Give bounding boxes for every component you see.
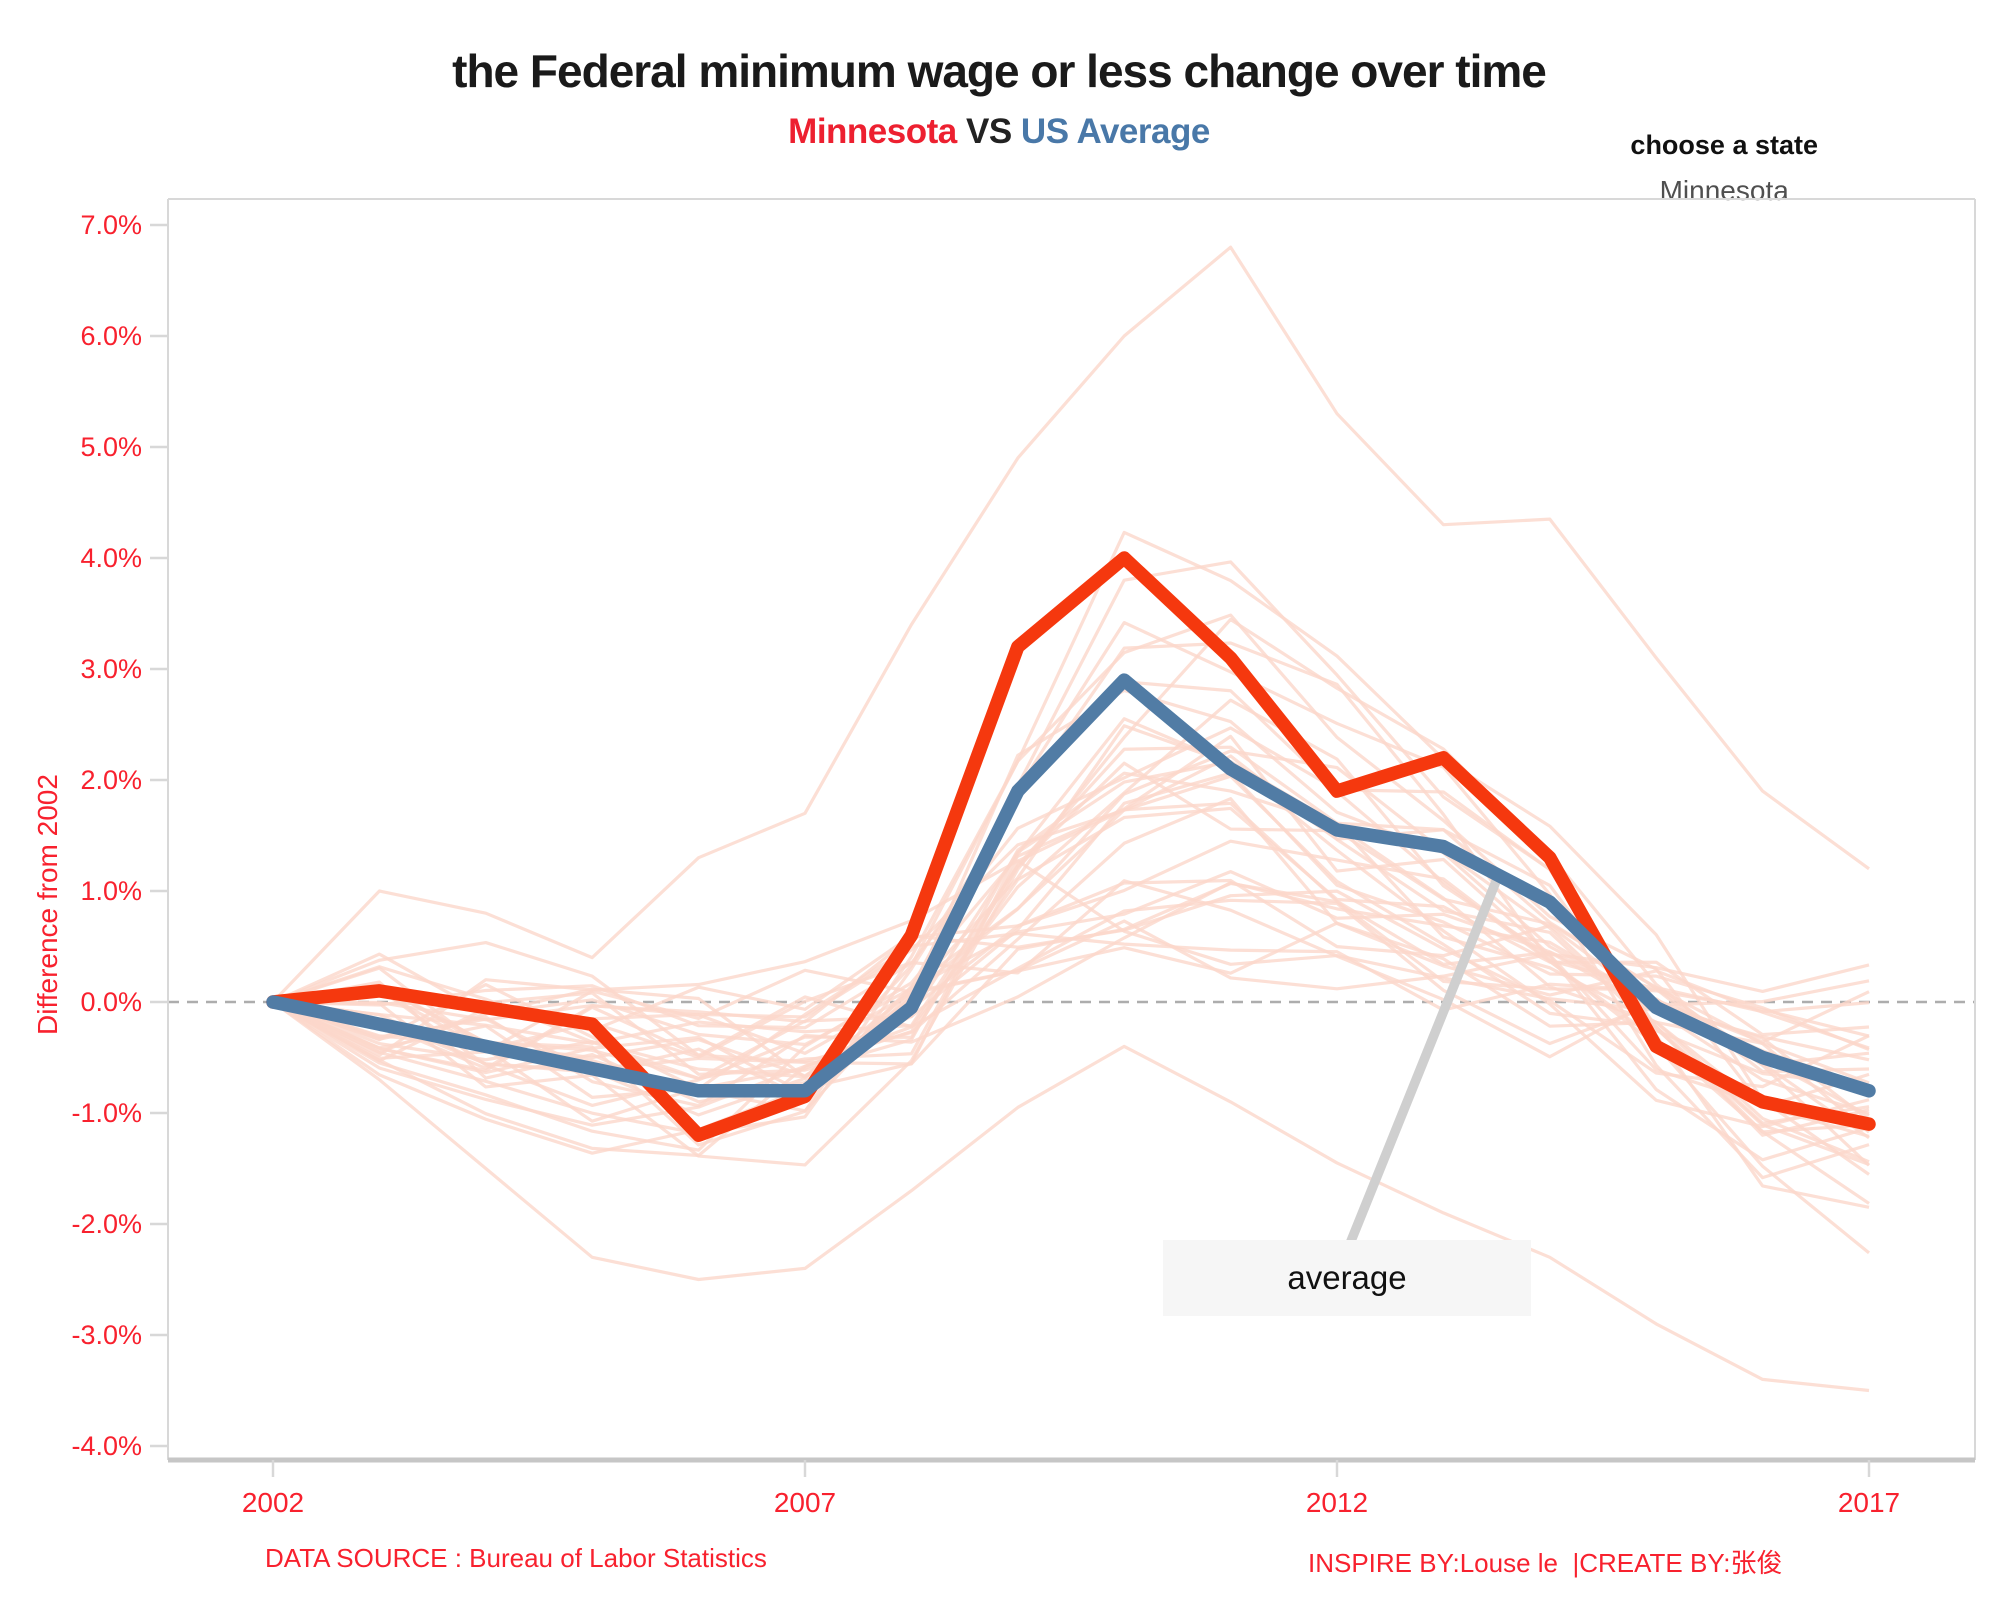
series-line-us-average[interactable] — [266, 673, 1876, 1098]
x-axis-tick-label: 2017 — [1838, 1487, 1900, 1518]
author-credit: INSPIRE BY:Louse le |CREATE BY:张俊 — [1308, 1548, 1783, 1578]
state-line — [271, 245, 1870, 1004]
state-selector: choose a state Minnesota — [1630, 130, 1818, 207]
subtitle-state: Minnesota — [788, 112, 957, 151]
subtitle-us-average: US Average — [1020, 112, 1210, 151]
y-axis-tick-label: 7.0% — [80, 210, 142, 240]
y-axis-title: Difference from 2002 — [32, 774, 63, 1035]
state-background-lines — [271, 245, 1871, 1393]
state-line — [272, 797, 1870, 1064]
state-selector-value[interactable]: Minnesota — [1659, 175, 1789, 206]
state-line — [272, 617, 1871, 1167]
state-line — [272, 1000, 1870, 1393]
page-title: the Federal minimum wage or less change … — [452, 45, 1547, 97]
y-axis-tick-label: 5.0% — [80, 432, 142, 462]
data-source-credit: DATA SOURCE : Bureau of Labor Statistics — [265, 1543, 767, 1573]
y-axis-tick-label: 3.0% — [80, 654, 142, 684]
axes — [150, 198, 1976, 1477]
tick-labels: 7.0% 6.0% 5.0% 4.0% 3.0% 2.0% 1.0% 0.0% -1.0% -2.… — [71, 210, 1900, 1518]
y-axis-tick-label: -1.0% — [71, 1098, 142, 1128]
y-axis-tick-label: -2.0% — [71, 1209, 142, 1239]
y-axis-tick-label: -3.0% — [71, 1320, 142, 1350]
state-line — [272, 698, 1870, 1162]
x-axis-tick-label: 2007 — [774, 1487, 836, 1518]
page-subtitle: Minnesota VS US Average — [0, 112, 1998, 152]
y-axis-tick-label: 2.0% — [80, 765, 142, 795]
y-axis-tick-label: -4.0% — [71, 1431, 142, 1461]
state-line — [272, 879, 1870, 1067]
y-axis-tick-label: 6.0% — [80, 321, 142, 351]
x-axis-tick-label: 2002 — [242, 1487, 304, 1518]
y-axis-tick-label: 4.0% — [80, 543, 142, 573]
state-selector-label: choose a state — [1630, 130, 1818, 160]
average-annotation-label: average — [1287, 1259, 1407, 1296]
y-axis-tick-label: 1.0% — [80, 876, 142, 906]
average-callout-line — [1344, 878, 1502, 1248]
average-annotation-box: average — [1163, 1240, 1531, 1316]
state-line — [272, 881, 1870, 1074]
state-line — [272, 560, 1870, 1209]
subtitle-vs: VS — [965, 112, 1012, 151]
state-line — [272, 717, 1870, 1155]
series-lines — [266, 551, 1876, 1142]
x-axis-tick-label: 2012 — [1306, 1487, 1368, 1518]
state-line — [272, 680, 1870, 1205]
y-axis-tick-label: 0.0% — [80, 987, 142, 1017]
